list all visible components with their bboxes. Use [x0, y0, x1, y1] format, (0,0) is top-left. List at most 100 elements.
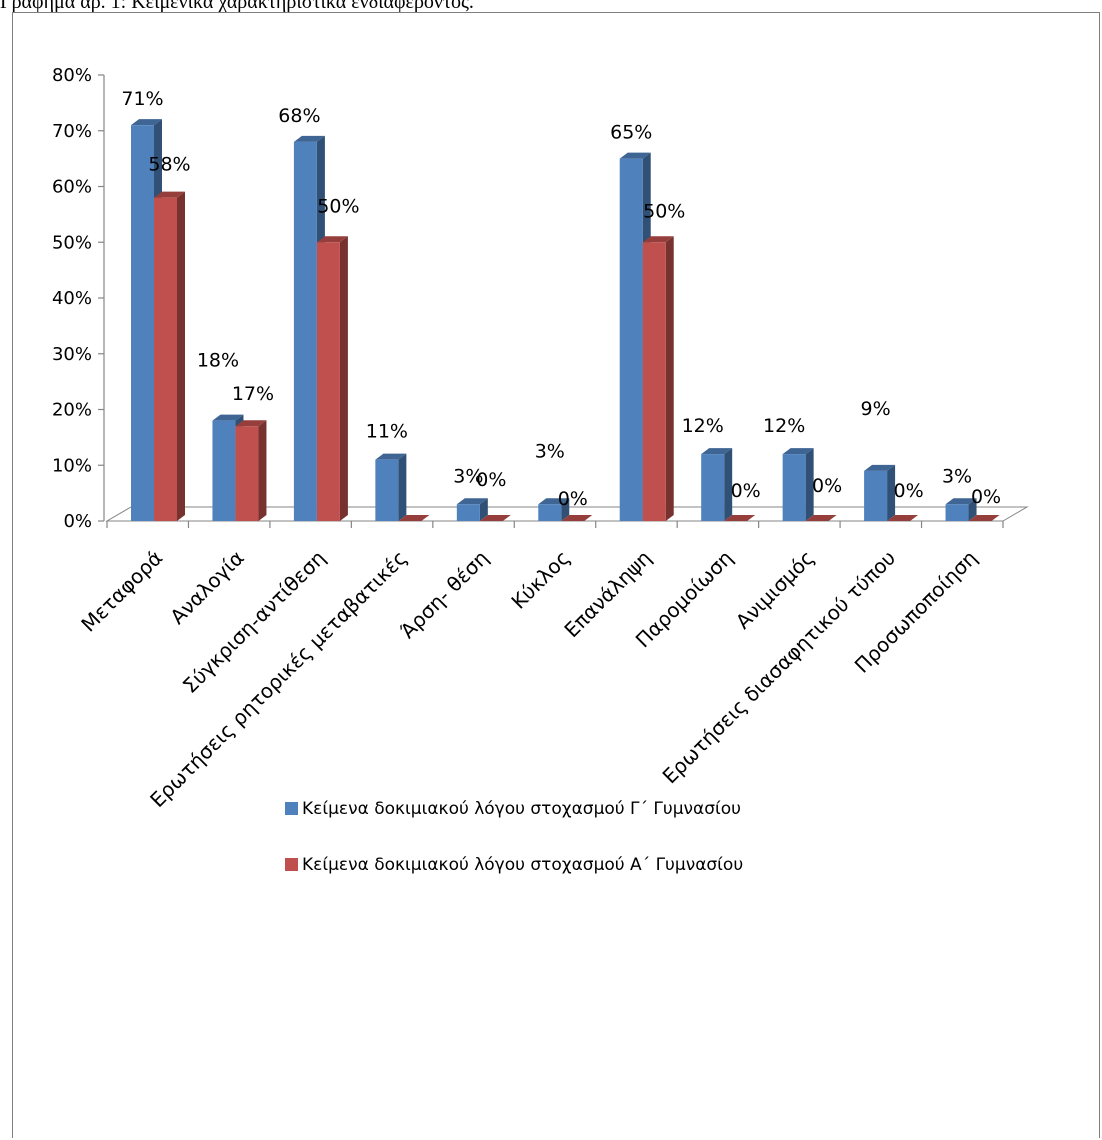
- bar-top: [479, 515, 511, 521]
- bar-series2: [398, 515, 430, 521]
- bar-series1: [375, 453, 407, 521]
- bar-series2: [805, 515, 837, 521]
- legend-swatch: [285, 858, 298, 871]
- data-label: 3%: [535, 440, 565, 462]
- category-label: Αναλογία: [165, 546, 248, 629]
- data-labels: 71%58%18%17%68%50%11%3%0%3%0%65%50%12%0%…: [121, 88, 1001, 510]
- data-label: 11%: [366, 421, 408, 443]
- data-label: 0%: [731, 480, 761, 502]
- bar-series2: [479, 515, 511, 521]
- data-label: 0%: [812, 475, 842, 497]
- bar-front: [642, 242, 666, 521]
- bar-top: [724, 515, 756, 521]
- legend-label: Κείμενα δοκιμιακού λόγου στοχασμού Α΄ Γυ…: [302, 855, 743, 875]
- data-label: 17%: [232, 383, 274, 405]
- bar-top: [701, 448, 733, 455]
- category-label: Σύγκριση-αντίθεση: [178, 546, 330, 698]
- bar-series1: [945, 498, 977, 521]
- bar-top: [131, 119, 162, 126]
- bar-front: [864, 470, 888, 521]
- bar-front: [154, 197, 177, 521]
- bar-side: [665, 236, 674, 521]
- bar-top: [375, 453, 407, 460]
- bar-front: [375, 459, 399, 521]
- bar-front: [945, 504, 969, 521]
- data-label: 3%: [942, 465, 972, 487]
- data-label: 3%: [453, 465, 483, 487]
- data-label: 50%: [317, 195, 359, 217]
- y-tick-label: 20%: [52, 400, 92, 421]
- bar-front: [293, 141, 317, 521]
- legend-item: Κείμενα δοκιμιακού λόγου στοχασμού Γ΄ Γυ…: [285, 799, 741, 819]
- bar-top: [805, 515, 837, 521]
- y-tick-label: 50%: [52, 232, 92, 253]
- data-label: 65%: [610, 122, 652, 144]
- y-tick-label: 40%: [52, 288, 92, 309]
- bar-top: [316, 236, 348, 243]
- bar-top: [538, 498, 570, 505]
- y-tick-label: 30%: [52, 344, 92, 365]
- chart-bars: [131, 119, 1000, 522]
- bar-side: [968, 498, 977, 521]
- bar-front: [701, 454, 725, 521]
- bar-side: [479, 498, 488, 521]
- category-label: Μεταφορά: [76, 546, 167, 637]
- y-tick-label: 70%: [52, 121, 92, 142]
- category-label: Κύκλος: [506, 546, 574, 614]
- legend-swatch: [285, 802, 298, 815]
- legend-label: Κείμενα δοκιμιακού λόγου στοχασμού Γ΄ Γυ…: [302, 799, 741, 819]
- data-label: 68%: [278, 105, 320, 127]
- figure-caption: Γράφημα αρ. 1: Κειμενικά χαρακτηριστικά …: [0, 0, 474, 13]
- category-label: Άρση- θέση: [396, 546, 493, 643]
- bar-series2: [316, 236, 348, 521]
- legend-item: Κείμενα δοκιμιακού λόγου στοχασμού Α΄ Γυ…: [285, 855, 743, 875]
- bar-top: [293, 135, 325, 142]
- bar-side: [258, 420, 267, 521]
- bar-side: [339, 236, 348, 521]
- bar-top: [235, 420, 267, 427]
- data-label: 50%: [643, 200, 685, 222]
- y-tick-label: 10%: [52, 455, 92, 476]
- data-label: 12%: [763, 415, 805, 437]
- bar-front: [619, 158, 643, 521]
- category-label: Ανιμισμός: [731, 546, 819, 634]
- data-label: 18%: [197, 350, 239, 372]
- bar-series1: [456, 498, 488, 521]
- bar-top: [154, 191, 185, 198]
- bar-series2: [642, 236, 674, 521]
- chart-legend: Κείμενα δοκιμιακού λόγου στοχασμού Γ΄ Γυ…: [285, 799, 743, 875]
- bar-front: [235, 426, 259, 521]
- bar-series2: [561, 515, 593, 521]
- bar-top: [619, 152, 651, 159]
- bar-top: [642, 236, 674, 243]
- chart-frame: [12, 12, 1100, 1138]
- bar-top: [456, 498, 488, 505]
- data-label: 0%: [558, 488, 588, 510]
- bar-front: [316, 242, 340, 521]
- y-tick-label: 80%: [52, 65, 92, 86]
- bar-series1: [538, 498, 570, 521]
- bar-series1: [782, 448, 814, 521]
- bar-top: [782, 448, 814, 455]
- data-label: 12%: [682, 415, 724, 437]
- data-label: 0%: [476, 469, 506, 491]
- data-label: 0%: [971, 486, 1001, 508]
- data-label: 9%: [861, 398, 891, 420]
- bar-front: [782, 454, 806, 521]
- bar-front: [538, 504, 562, 521]
- bar-series2: [154, 191, 185, 521]
- bar-series1: [864, 464, 896, 521]
- bar-top: [398, 515, 430, 521]
- bar-top: [212, 414, 244, 421]
- bar-top: [945, 498, 977, 505]
- y-tick-label: 0%: [63, 511, 92, 532]
- bar-series2: [968, 515, 1000, 521]
- bar-front: [456, 504, 480, 521]
- data-label: 58%: [148, 154, 190, 176]
- bar-front: [212, 420, 236, 521]
- bar-side: [805, 448, 814, 521]
- bar-series1: [701, 448, 733, 521]
- bar-side: [724, 448, 733, 521]
- bar-side: [561, 498, 570, 521]
